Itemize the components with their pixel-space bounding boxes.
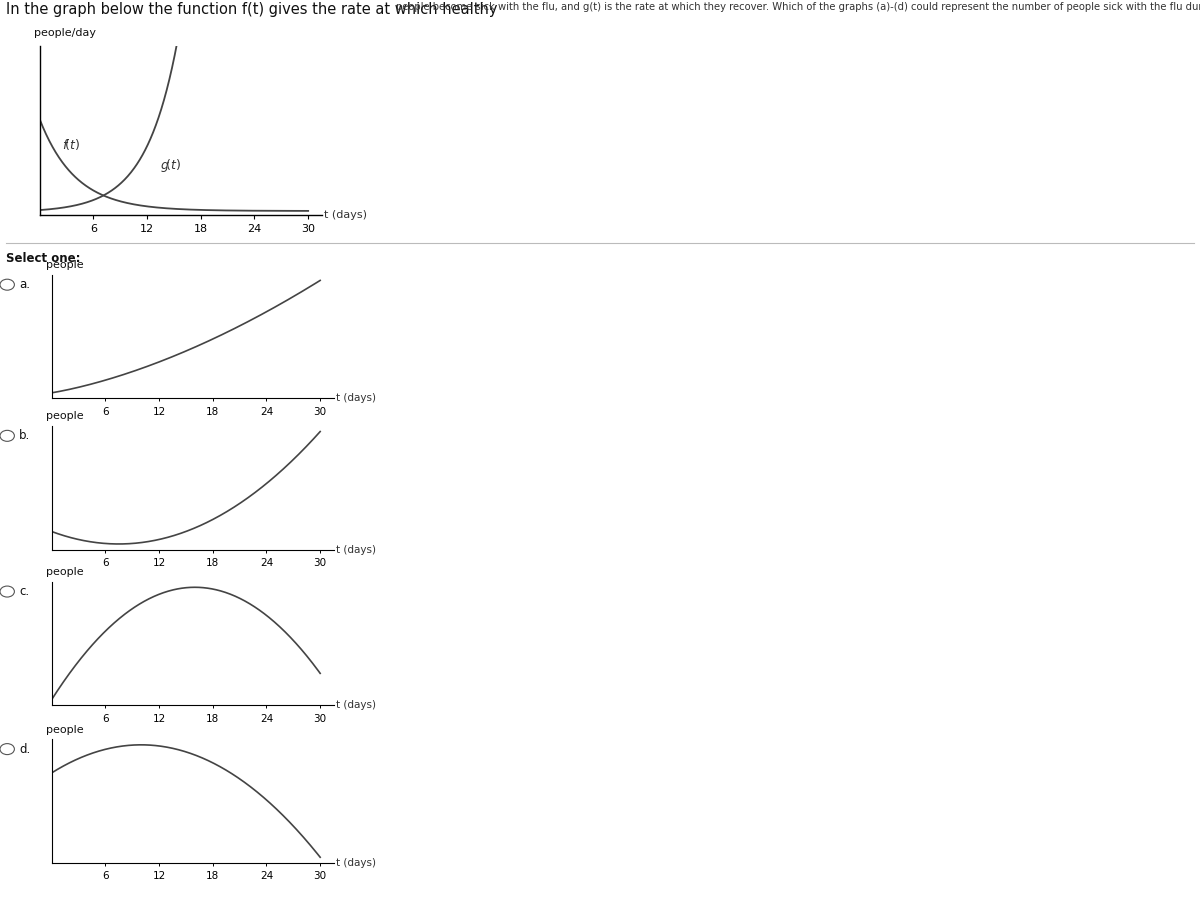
Text: people: people <box>46 260 83 270</box>
Text: people/day: people/day <box>34 28 96 38</box>
Text: $f\!\left(t\right)$: $f\!\left(t\right)$ <box>62 137 80 152</box>
Text: t (days): t (days) <box>336 858 377 867</box>
Text: c.: c. <box>19 585 29 598</box>
Text: t (days): t (days) <box>336 701 377 710</box>
Text: a.: a. <box>19 278 30 291</box>
Text: t (days): t (days) <box>336 394 377 403</box>
Text: t (days): t (days) <box>336 545 377 554</box>
Text: Select one:: Select one: <box>6 252 80 265</box>
Text: d.: d. <box>19 743 30 756</box>
Text: $g\!\left(t\right)$: $g\!\left(t\right)$ <box>161 158 182 174</box>
Text: people become sick with the flu, and g(t) is the rate at which they recover. Whi: people become sick with the flu, and g(t… <box>396 2 1200 12</box>
Text: people: people <box>46 411 83 421</box>
Text: In the graph below the function f(t) gives the rate at which healthy: In the graph below the function f(t) giv… <box>6 2 502 16</box>
Text: t (days): t (days) <box>324 211 367 220</box>
Text: people: people <box>46 725 83 735</box>
Text: people: people <box>46 567 83 577</box>
Text: b.: b. <box>19 430 30 442</box>
